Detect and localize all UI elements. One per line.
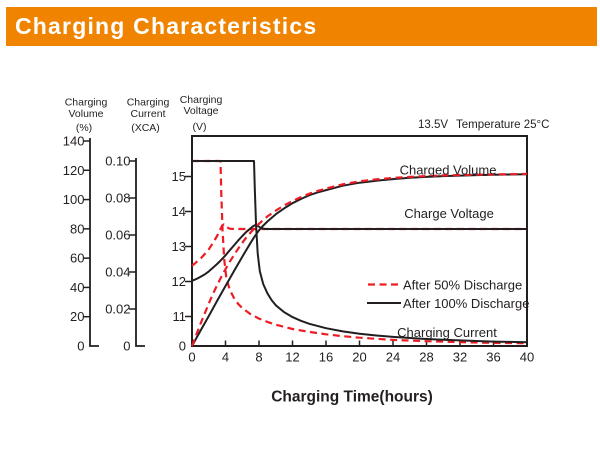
charge-voltage-label: Charge Voltage <box>404 206 494 221</box>
volume-tick-label-60: 60 <box>70 251 84 266</box>
x-tick-label-8: 8 <box>255 350 262 365</box>
voltage-axis-title-line1: Charging <box>180 94 223 106</box>
curves <box>190 159 528 347</box>
curve-charging-current-50 <box>192 159 528 345</box>
curve-charge-voltage-50 <box>191 223 527 267</box>
set-voltage-annotation: 13.5V <box>418 119 448 131</box>
volume-axis-title: Charging Volume (%) <box>65 97 108 135</box>
x-tick-label-20: 20 <box>352 350 366 365</box>
axes: 02040608010012014000.020.040.060.080.101… <box>63 134 534 365</box>
volume-tick-label-20: 20 <box>70 309 84 324</box>
curve-charged-volume-50 <box>190 172 528 347</box>
legend: After 50% Discharge After 100% Discharge <box>367 278 529 311</box>
voltage-axis-unit: (V) <box>193 121 207 133</box>
page-title: Charging Characteristics <box>15 13 318 39</box>
volume-tick-label-140: 140 <box>63 134 85 149</box>
volume-tick-label-80: 80 <box>70 221 84 236</box>
legend-label-50-discharge: After 50% Discharge <box>403 278 522 293</box>
current-axis-title: Charging Current (XCA) <box>127 97 170 135</box>
current-tick-label-0.02: 0.02 <box>105 302 130 317</box>
x-tick-label-36: 36 <box>486 350 500 365</box>
voltage-tick-label-0: 0 <box>179 339 186 354</box>
current-tick-label-0.10: 0.10 <box>105 154 130 169</box>
volume-axis-title-line2: Volume <box>68 108 103 120</box>
x-tick-label-16: 16 <box>319 350 333 365</box>
current-tick-label-0.08: 0.08 <box>105 191 130 206</box>
x-tick-label-32: 32 <box>453 350 467 365</box>
voltage-axis-title: Charging Voltage (V) <box>180 94 223 133</box>
x-tick-label-12: 12 <box>285 350 299 365</box>
x-axis-title: Charging Time(hours) <box>271 389 433 406</box>
current-axis-title-line1: Charging <box>127 97 170 109</box>
volume-tick-label-100: 100 <box>63 192 85 207</box>
current-axis-line <box>135 158 145 347</box>
volume-axis-line <box>89 138 99 347</box>
voltage-axis-title-line2: Voltage <box>183 105 218 117</box>
curve-charging-current-100 <box>192 160 528 344</box>
curve-charged-volume-100 <box>191 173 528 347</box>
voltage-tick-label-15: 15 <box>172 169 186 184</box>
curve-charge-voltage-100 <box>191 223 527 282</box>
voltage-tick-label-14: 14 <box>172 204 186 219</box>
volume-axis-unit: (%) <box>76 122 92 134</box>
x-tick-label-40: 40 <box>520 350 534 365</box>
charged-volume-label: Charged Volume <box>400 163 497 178</box>
voltage-tick-label-12: 12 <box>172 274 186 289</box>
volume-tick-label-0: 0 <box>77 339 84 354</box>
temperature-annotation: Temperature 25°C <box>456 119 549 131</box>
volume-axis-title-line1: Charging <box>65 97 108 109</box>
volume-tick-label-120: 120 <box>63 163 85 178</box>
x-tick-label-0: 0 <box>188 350 195 365</box>
header-bar: Charging Characteristics <box>6 7 597 46</box>
charging-current-label: Charging Current <box>397 325 497 340</box>
voltage-tick-label-11: 11 <box>173 309 187 324</box>
current-axis-unit: (XCA) <box>131 122 160 134</box>
x-tick-label-28: 28 <box>419 350 433 365</box>
x-tick-label-24: 24 <box>386 350 400 365</box>
voltage-tick-label-13: 13 <box>172 239 186 254</box>
current-tick-label-0.06: 0.06 <box>105 228 130 243</box>
current-tick-label-0.04: 0.04 <box>105 265 130 280</box>
legend-label-100-discharge: After 100% Discharge <box>403 296 529 311</box>
current-axis-title-line2: Current <box>130 108 165 120</box>
volume-tick-label-40: 40 <box>70 280 84 295</box>
x-tick-label-4: 4 <box>222 350 229 365</box>
current-tick-label-0: 0 <box>123 339 130 354</box>
